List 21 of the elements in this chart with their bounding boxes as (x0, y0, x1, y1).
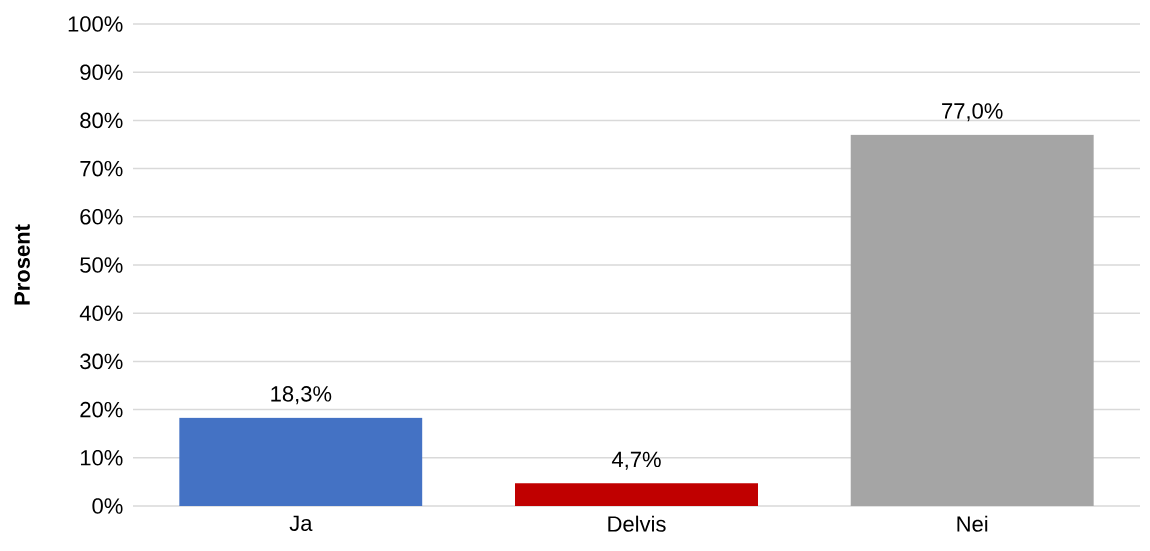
y-tick-label: 20% (80, 401, 123, 418)
y-axis-title: Prosent (14, 224, 30, 305)
bar (850, 134, 1094, 506)
y-tick-label: 50% (80, 257, 123, 273)
bar (515, 483, 759, 506)
data-label: 18,3% (271, 386, 332, 405)
data-label: 77,0% (942, 103, 1003, 122)
bar (179, 417, 423, 506)
x-tick-label: Delvis (608, 515, 666, 532)
y-tick-label: 90% (80, 64, 123, 80)
y-tick-label: 100% (68, 16, 123, 32)
y-tick-label: 70% (80, 160, 123, 177)
y-tick-label: 80% (80, 112, 123, 129)
y-tick-label: 40% (79, 305, 123, 321)
y-tick-label: 0% (92, 498, 123, 514)
y-tick-label: 60% (80, 209, 123, 225)
x-tick-label: Nei (957, 515, 988, 532)
y-tick-label: 10% (80, 450, 123, 466)
x-tick-label: Ja (289, 515, 313, 532)
data-label: 4,7% (611, 451, 661, 470)
y-tick-label: 30% (80, 353, 123, 370)
